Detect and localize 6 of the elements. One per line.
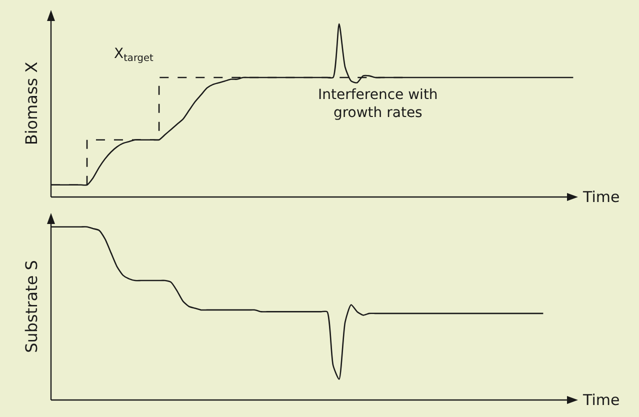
annotation: X$_{target}$ bbox=[114, 46, 154, 64]
annotation: Interference with growth rates bbox=[318, 87, 438, 122]
y-axis-title: Substrate S bbox=[22, 260, 41, 353]
y-axis-title: Biomass X bbox=[22, 62, 41, 146]
x-axis-title: Time bbox=[582, 391, 620, 409]
x-axis-title: Time bbox=[582, 188, 620, 206]
